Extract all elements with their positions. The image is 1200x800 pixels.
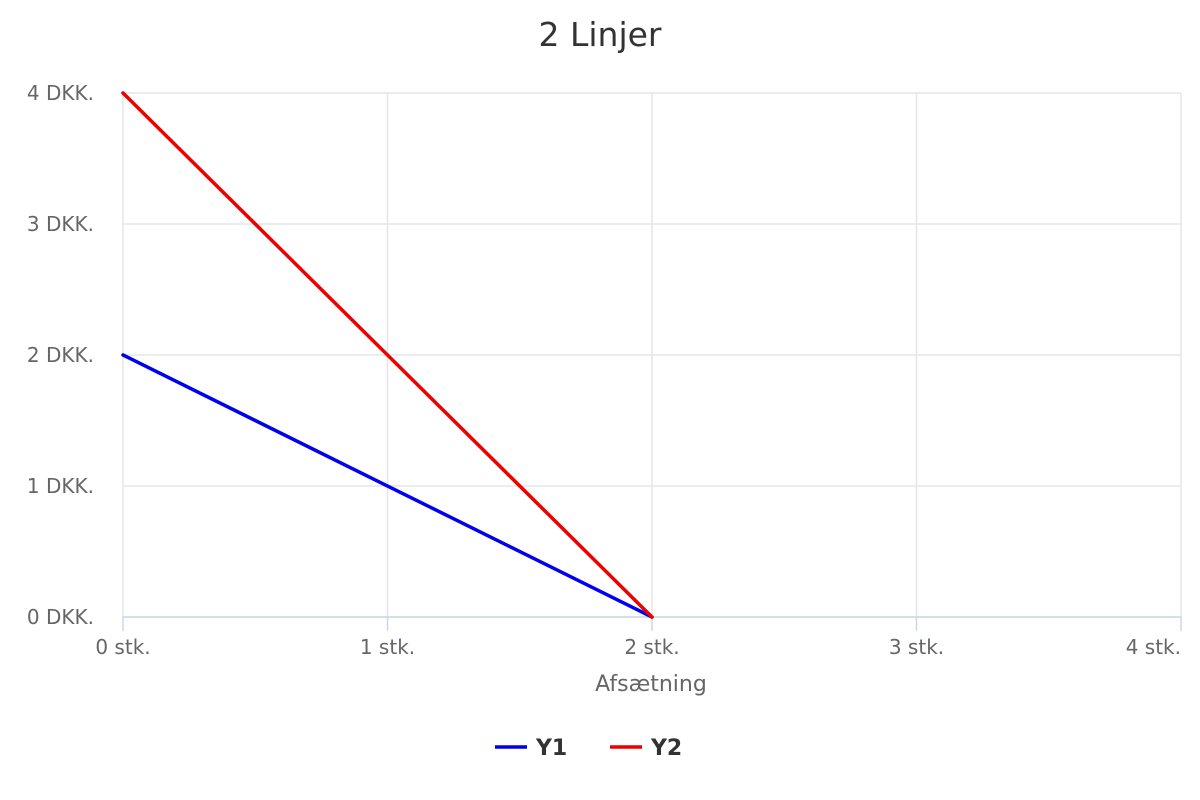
x-tick-label: 1 stk. xyxy=(360,635,415,659)
y-axis-tick-labels: 0 DKK. 1 DKK. 2 DKK. 3 DKK. 4 DKK. xyxy=(27,81,94,629)
legend-label: Y1 xyxy=(535,736,567,761)
x-axis-tick-labels: 0 stk. 1 stk. 2 stk. 3 stk. 4 stk. xyxy=(95,635,1181,659)
y-tick-label: 3 DKK. xyxy=(27,212,94,236)
x-tick-label: 3 stk. xyxy=(889,635,944,659)
y-tick-label: 4 DKK. xyxy=(27,81,94,105)
series-line-y2[interactable] xyxy=(121,91,654,619)
y-tick-label: 1 DKK. xyxy=(27,474,94,498)
legend-label: Y2 xyxy=(650,736,682,761)
y-tick-label: 0 DKK. xyxy=(27,605,94,629)
y-tick-label: 2 DKK. xyxy=(27,343,94,367)
legend-item-y1[interactable]: Y1 xyxy=(495,736,567,761)
x-tick-label: 0 stk. xyxy=(95,635,150,659)
series-lines xyxy=(121,91,654,619)
legend-item-y2[interactable]: Y2 xyxy=(610,736,682,761)
x-tick-label: 4 stk. xyxy=(1126,635,1181,659)
x-axis-title: Afsætning xyxy=(595,672,707,697)
legend[interactable]: Y1 Y2 xyxy=(495,736,682,761)
x-tick-label: 2 stk. xyxy=(624,635,679,659)
chart-title: 2 Linjer xyxy=(539,15,662,54)
series-line-y1[interactable] xyxy=(121,353,654,619)
